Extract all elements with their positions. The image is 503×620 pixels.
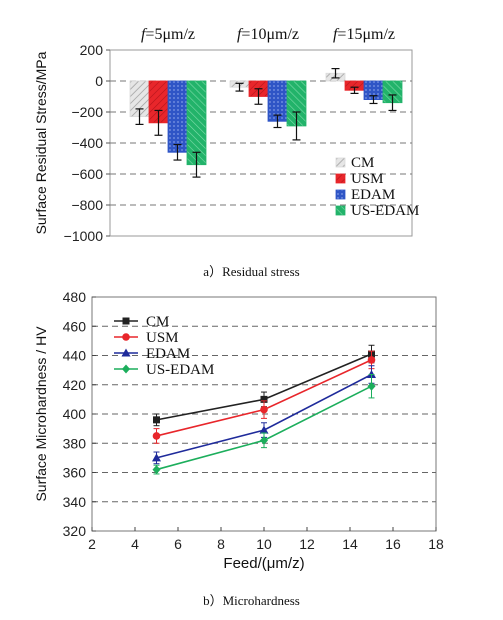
xtick-label-b: 16 [385,536,401,552]
ytick-label-a: 0 [95,73,103,89]
ylabel-b: Surface Microhardness / HV [33,326,49,502]
legend-marker-b [122,333,130,341]
caption-residual-stress: a）Residual stress [203,264,300,279]
data-point-edam [152,453,161,462]
data-point-usm [152,432,161,440]
ytick-label-a: −1000 [64,228,104,244]
group-label-a: f=10μm/z [237,26,299,43]
group-label-a: f=15μm/z [333,26,395,43]
legend-swatch-a [335,205,346,216]
ytick-label-a: −200 [71,104,103,120]
caption-microhardness: b）Microhardness [203,593,300,608]
residual-stress-chart: −1000 −800 −600 −400 −200 0 200 Surface Residua… [33,26,419,244]
legend-marker-b [122,317,130,325]
xlabel-b: Feed/(μm/z) [223,555,304,572]
xtick-label-b: 10 [256,536,272,552]
xtick-label-b: 4 [131,536,139,552]
data-point-us-edam [260,435,268,445]
legend-marker-b [121,348,131,357]
legend-label-a: EDAM [351,187,395,203]
legend-label-b: US-EDAM [146,362,214,378]
ytick-label-b: 340 [63,494,87,510]
legend-swatch-a [335,189,346,200]
group-label-a: f=5μm/z [141,26,195,43]
data-point-usm [367,356,376,364]
ytick-label-b: 320 [63,523,87,539]
ytick-label-b: 400 [63,406,87,422]
legend-swatch-a [335,157,346,168]
ytick-label-b: 380 [63,435,87,451]
data-point-edam [259,425,269,434]
ytick-label-b: 360 [63,465,87,481]
data-point-usm [260,405,268,414]
data-point-us-edam [152,465,161,475]
data-point-us-edam [367,381,376,391]
ylabel-a: Surface Residual Stress/MPa [33,51,49,234]
ytick-label-b: 420 [63,377,87,393]
legend-label-a: USM [351,171,384,187]
xtick-label-b: 14 [342,536,358,552]
ytick-label-b: 440 [63,348,87,364]
bar-edam [167,80,188,153]
ytick-label-b: 460 [63,318,87,334]
xtick-label-b: 2 [88,536,96,552]
xtick-label-b: 6 [174,536,182,552]
data-point-cm [260,395,268,403]
xtick-label-b: 12 [299,536,315,552]
ytick-label-a: −400 [71,135,103,151]
ytick-label-b: 480 [63,289,87,305]
legend-marker-b [122,364,130,374]
xtick-label-b: 8 [217,536,225,552]
legend-label-b: EDAM [146,346,190,362]
xtick-label-b: 18 [428,536,444,552]
legend-label-b: USM [146,330,179,346]
legend-label-a: CM [351,155,374,171]
legend-label-b: CM [146,314,169,330]
legend-swatch-a [335,173,346,184]
legend-label-a: US-EDAM [351,203,419,219]
data-point-cm [153,416,160,424]
microhardness-chart: 320 340 360 380 400 420 440 460 480 2 4 6 8 10 12 14 16 1… [33,289,444,572]
ytick-label-a: −800 [71,197,103,213]
ytick-label-a: −600 [71,166,103,182]
ytick-label-a: 200 [80,42,104,58]
